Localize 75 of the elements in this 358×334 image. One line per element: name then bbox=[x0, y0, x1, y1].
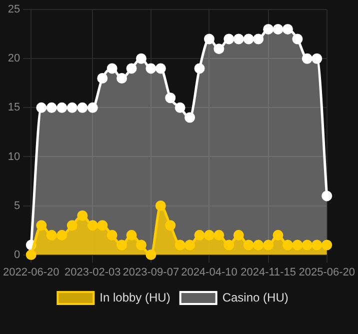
point bbox=[253, 34, 264, 44]
x-tick-label: 2024-11-15 bbox=[240, 266, 296, 278]
point bbox=[66, 220, 78, 231]
point bbox=[243, 34, 254, 44]
point bbox=[194, 230, 205, 240]
point bbox=[165, 92, 176, 104]
point bbox=[263, 240, 274, 250]
point bbox=[292, 34, 303, 44]
point bbox=[184, 240, 196, 250]
point bbox=[106, 63, 118, 74]
point bbox=[224, 240, 234, 250]
point bbox=[165, 220, 176, 231]
y-tick-label: 5 bbox=[14, 200, 20, 212]
point bbox=[292, 240, 303, 250]
point bbox=[312, 240, 322, 250]
point bbox=[46, 102, 57, 113]
point bbox=[26, 250, 36, 260]
point bbox=[77, 210, 88, 221]
point bbox=[136, 53, 146, 64]
y-tick-label: 0 bbox=[14, 248, 20, 261]
point bbox=[214, 230, 224, 240]
x-tick-label: 2023-02-03 bbox=[64, 266, 121, 278]
point bbox=[87, 220, 98, 231]
point bbox=[155, 200, 166, 212]
point bbox=[272, 230, 284, 240]
point bbox=[322, 240, 332, 250]
x-tick-label: 2024-04-10 bbox=[181, 266, 238, 278]
point bbox=[224, 34, 234, 44]
point bbox=[146, 250, 156, 260]
point bbox=[282, 240, 293, 250]
point bbox=[36, 220, 47, 231]
point bbox=[263, 24, 274, 34]
point bbox=[56, 102, 68, 113]
point bbox=[136, 240, 146, 250]
point bbox=[243, 240, 254, 250]
y-tick-label: 20 bbox=[8, 52, 20, 65]
point bbox=[322, 190, 332, 202]
point bbox=[253, 240, 264, 250]
point bbox=[272, 24, 284, 34]
point bbox=[302, 53, 312, 64]
x-tick-label: 2025-06-20 bbox=[298, 266, 356, 278]
point bbox=[184, 112, 196, 123]
point bbox=[116, 240, 128, 250]
point bbox=[56, 230, 68, 240]
point bbox=[87, 102, 98, 113]
point bbox=[204, 230, 214, 240]
point bbox=[66, 102, 78, 113]
point bbox=[302, 240, 312, 250]
point bbox=[174, 240, 186, 250]
x-tick-label: 2023-09-07 bbox=[122, 266, 180, 278]
point bbox=[97, 73, 108, 84]
y-tick-label: 25 bbox=[8, 4, 20, 16]
point bbox=[77, 102, 88, 113]
point bbox=[126, 230, 137, 240]
point bbox=[116, 73, 128, 84]
point bbox=[106, 230, 118, 240]
point bbox=[282, 24, 293, 34]
point bbox=[194, 63, 205, 74]
point bbox=[233, 34, 244, 44]
point bbox=[174, 102, 186, 113]
point bbox=[214, 44, 224, 54]
point bbox=[97, 220, 108, 231]
y-tick-label: 15 bbox=[8, 102, 20, 114]
legend-label: In lobby (HU) bbox=[100, 290, 170, 304]
point bbox=[233, 230, 244, 240]
point bbox=[204, 34, 214, 44]
point bbox=[312, 53, 322, 64]
point bbox=[146, 63, 156, 74]
x-tick-label: 2022-06-20 bbox=[2, 266, 60, 278]
legend-label: Casino (HU) bbox=[222, 290, 288, 304]
point bbox=[155, 63, 166, 74]
point bbox=[126, 63, 137, 74]
point bbox=[36, 102, 47, 113]
y-tick-label: 10 bbox=[8, 150, 20, 163]
point bbox=[46, 230, 57, 240]
